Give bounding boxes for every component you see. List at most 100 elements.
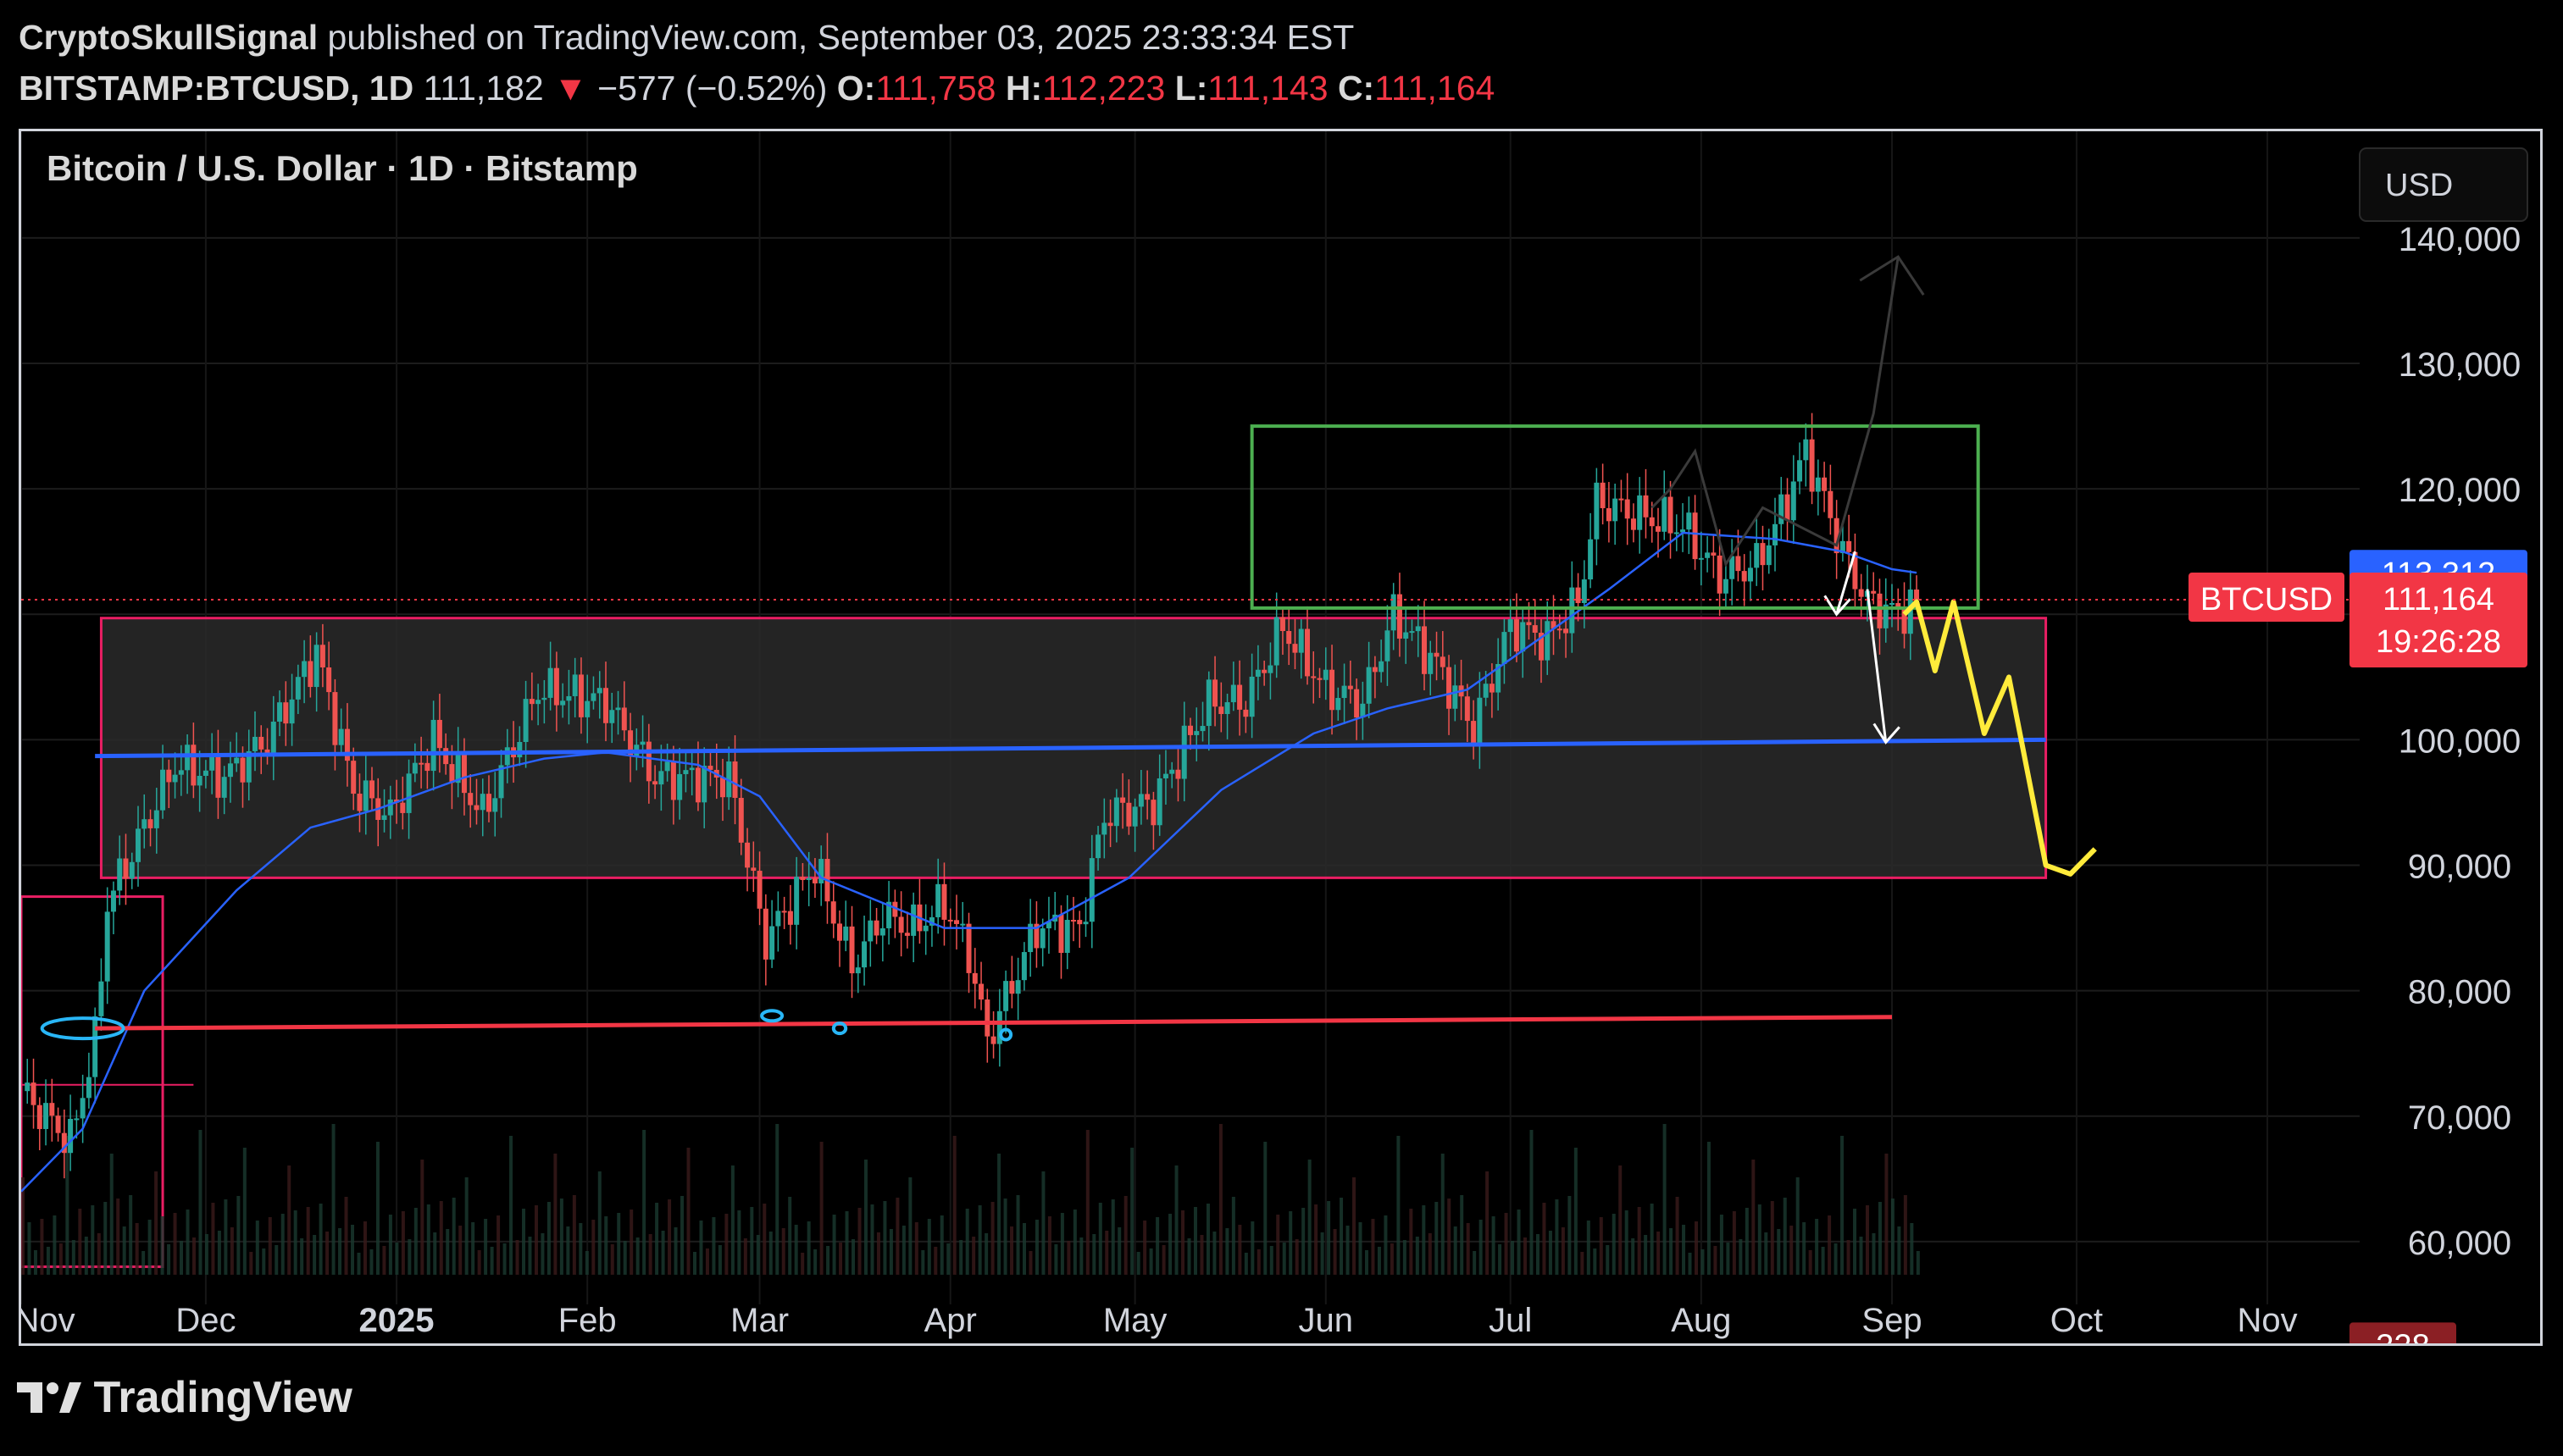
volume-bar	[408, 1239, 412, 1275]
candle-body	[136, 828, 141, 862]
candle-body	[1046, 922, 1051, 929]
candle-body	[517, 741, 523, 758]
chart-header: CryptoSkullSignal published on TradingVi…	[19, 12, 2529, 113]
candle-body	[172, 774, 178, 783]
volume-bar	[597, 1171, 602, 1275]
candle-body	[1532, 625, 1538, 634]
candle-body	[1279, 617, 1285, 631]
candle-body	[591, 693, 596, 701]
candle-body	[1637, 495, 1643, 530]
volume-bar	[1460, 1195, 1464, 1275]
candle-body	[1188, 725, 1193, 735]
y-tick-label: 90,000	[2408, 849, 2511, 886]
volume-bar	[661, 1231, 665, 1275]
candle-body	[209, 755, 215, 771]
volume-bar	[1612, 1214, 1616, 1275]
candle-body	[843, 926, 849, 941]
volume-bar	[1238, 1225, 1242, 1275]
candle-body	[1680, 529, 1686, 533]
volume-bar	[1529, 1130, 1534, 1275]
candle-body	[1489, 684, 1495, 693]
volume-bar	[1478, 1220, 1483, 1275]
volume-bar	[1295, 1239, 1299, 1275]
candle-body	[1563, 628, 1569, 634]
volume-bar	[534, 1205, 538, 1275]
volume-bar	[122, 1226, 126, 1275]
candle-body	[400, 802, 406, 813]
volume-bar	[724, 1214, 729, 1275]
volume-bar	[1840, 1136, 1845, 1275]
candle-body	[202, 770, 208, 776]
candle-body	[1495, 663, 1501, 693]
candle-body	[609, 710, 615, 723]
candle-body	[996, 1010, 1002, 1044]
candle-body	[1790, 481, 1796, 521]
volume-bar	[452, 1198, 456, 1275]
volume-bar	[940, 1215, 944, 1275]
volume-bar	[1739, 1239, 1743, 1275]
candle-body	[1526, 622, 1532, 626]
volume-bar	[1345, 1226, 1350, 1275]
volume-bar	[788, 1197, 792, 1275]
white-arrow	[1835, 551, 1856, 615]
x-tick-label: Jul	[1489, 1302, 1532, 1339]
candle-body	[147, 819, 153, 828]
volume-bar	[522, 1209, 526, 1275]
volume-bar	[1567, 1196, 1572, 1275]
candle-body	[221, 777, 227, 798]
volume-bar	[901, 1226, 906, 1275]
volume-bar	[1535, 1234, 1539, 1275]
candle-body	[1667, 496, 1673, 534]
low-value: 111,143	[1207, 69, 1329, 108]
volume-bar	[351, 1225, 355, 1275]
candle-body	[117, 858, 123, 891]
volume-bar	[610, 1244, 614, 1275]
volume-bar	[737, 1210, 741, 1275]
candle-body	[31, 1082, 36, 1105]
volume-bar	[180, 1241, 184, 1275]
chart-frame[interactable]: 60,000 70,000 80,000 90,000 100,000 120,000 13…	[19, 129, 2543, 1346]
volume-bar	[528, 1237, 532, 1275]
candle-body	[1224, 702, 1230, 714]
candle-body	[326, 667, 332, 693]
volume-bar	[420, 1160, 424, 1275]
candle-body	[1230, 684, 1236, 703]
candle-body	[1618, 498, 1624, 501]
volume-bar	[395, 1243, 399, 1275]
bottom-marker	[760, 1009, 785, 1023]
price-chart[interactable]: 60,000 70,000 80,000 90,000 100,000 120,000 13…	[21, 131, 2540, 1343]
candle-body	[794, 877, 800, 925]
volume-bar	[1289, 1211, 1293, 1275]
candle-body	[498, 765, 504, 799]
volume-bar	[363, 1221, 367, 1275]
candle-body	[468, 793, 474, 806]
candle-body	[1107, 822, 1113, 827]
candle-body	[110, 890, 116, 912]
candle-body	[1311, 676, 1317, 678]
candle-body	[535, 700, 541, 705]
author-name[interactable]: CryptoSkullSignal	[19, 18, 319, 57]
candle-body	[941, 883, 947, 920]
candle-body	[1372, 667, 1378, 673]
volume-bar	[819, 1142, 824, 1275]
volume-bar	[46, 1247, 50, 1275]
candle-body	[381, 815, 387, 821]
candle-body	[966, 923, 972, 973]
bottom-marker	[831, 1021, 848, 1036]
volume-bar	[1719, 1215, 1723, 1275]
candle-body	[1096, 834, 1101, 859]
volume-bar	[91, 1205, 95, 1275]
volume-bar	[1301, 1208, 1306, 1275]
candle-body	[1034, 923, 1040, 949]
volume-bar	[369, 1249, 374, 1275]
candle-body	[1083, 922, 1089, 925]
candle-body	[61, 1132, 67, 1154]
candle-body	[1895, 602, 1901, 609]
candle-body	[295, 677, 301, 700]
y-tick-label: 120,000	[2399, 472, 2521, 509]
tradingview-logo-icon	[17, 1375, 81, 1426]
candle-body	[436, 719, 442, 749]
candle-body	[1077, 920, 1083, 925]
candle-body	[1839, 540, 1845, 554]
volume-bar	[763, 1204, 767, 1275]
